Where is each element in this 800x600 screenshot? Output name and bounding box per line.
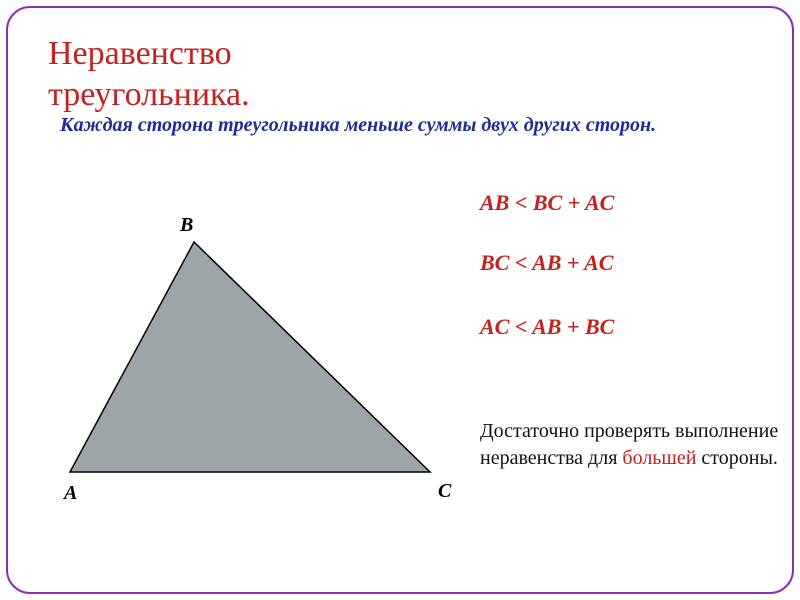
note-suffix: стороны. (696, 447, 778, 469)
inequality-2: BC < AB + AC (480, 250, 613, 276)
vertex-label-c: C (438, 480, 451, 503)
triangle-shape (70, 242, 430, 472)
title-line-1: Неравенство (48, 34, 250, 75)
vertex-label-b: B (180, 214, 193, 237)
note-highlight: большей (622, 447, 696, 469)
triangle-svg (40, 220, 450, 520)
vertex-label-a: A (64, 482, 77, 505)
triangle-diagram: A B C (40, 220, 450, 520)
note-text: Достаточно проверять выполнение неравенс… (480, 418, 790, 472)
theorem-text: Каждая сторона треугольника меньше суммы… (60, 112, 700, 138)
title-line-2: треугольника. (48, 75, 250, 116)
slide-title: Неравенство треугольника. (48, 34, 250, 116)
inequality-1: AB < BC + AC (480, 190, 614, 216)
inequality-3: AC < AB + BC (480, 314, 614, 340)
